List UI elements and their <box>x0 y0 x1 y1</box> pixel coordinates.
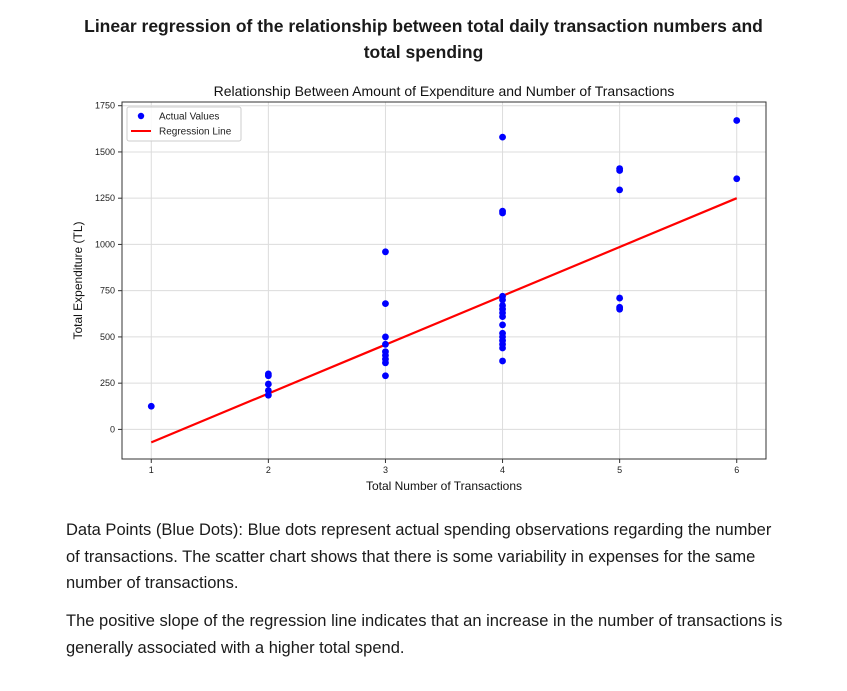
y-tick-label: 1000 <box>95 239 115 249</box>
data-point <box>499 296 506 304</box>
data-point <box>616 186 624 194</box>
data-point <box>382 300 389 308</box>
data-point <box>264 380 272 388</box>
y-tick-label: 1750 <box>95 101 115 111</box>
data-point <box>264 391 272 399</box>
scatter-chart: Relationship Between Amount of Expenditu… <box>71 83 767 493</box>
y-tick-label: 0 <box>110 424 115 434</box>
data-point <box>616 167 624 174</box>
data-point <box>616 305 624 313</box>
regression-line <box>150 197 738 444</box>
data-point <box>499 321 506 329</box>
legend-label-regression: Regression Line <box>159 127 232 138</box>
data-point <box>499 209 506 217</box>
paragraph-data-points: Data Points (Blue Dots): Blue dots repre… <box>66 521 772 592</box>
data-point <box>382 359 389 367</box>
data-point <box>382 248 389 256</box>
figure-heading: Linear regression of the relationship be… <box>0 13 847 65</box>
chart-title: Relationship Between Amount of Expenditu… <box>214 83 675 99</box>
y-tick-label: 1250 <box>95 193 115 203</box>
x-tick-label: 3 <box>383 465 388 475</box>
x-tick-label: 6 <box>734 465 739 475</box>
y-axis-label: Total Expenditure (TL) <box>71 221 85 339</box>
heading-line-1: Linear regression of the relationship be… <box>84 16 763 36</box>
heading-line-2: total spending <box>363 42 484 62</box>
plot-frame <box>121 101 767 460</box>
paragraph-regression-slope: The positive slope of the regression lin… <box>66 612 783 657</box>
y-tick-label: 1500 <box>95 147 115 157</box>
data-point <box>499 313 506 320</box>
y-tick-label: 750 <box>100 286 115 296</box>
data-point <box>147 402 155 410</box>
x-axis-label: Total Number of Transactions <box>366 479 522 493</box>
data-point <box>616 294 624 302</box>
data-point <box>382 340 389 348</box>
y-tick-label: 500 <box>100 332 115 342</box>
data-point <box>499 133 506 141</box>
x-tick-label: 2 <box>266 465 271 475</box>
data-point <box>733 175 741 183</box>
data-point <box>264 372 272 380</box>
data-point <box>382 372 389 380</box>
legend-box <box>126 106 242 142</box>
data-point <box>499 344 506 352</box>
data-point <box>382 333 389 341</box>
x-tick-label: 5 <box>617 465 622 475</box>
data-point <box>733 117 741 124</box>
x-tick-label: 1 <box>149 465 154 475</box>
y-tick-label: 250 <box>100 378 115 388</box>
x-tick-label: 4 <box>500 465 505 475</box>
data-point <box>499 357 506 365</box>
legend-label-actual: Actual Values <box>159 112 219 123</box>
legend-marker-actual <box>137 112 145 120</box>
